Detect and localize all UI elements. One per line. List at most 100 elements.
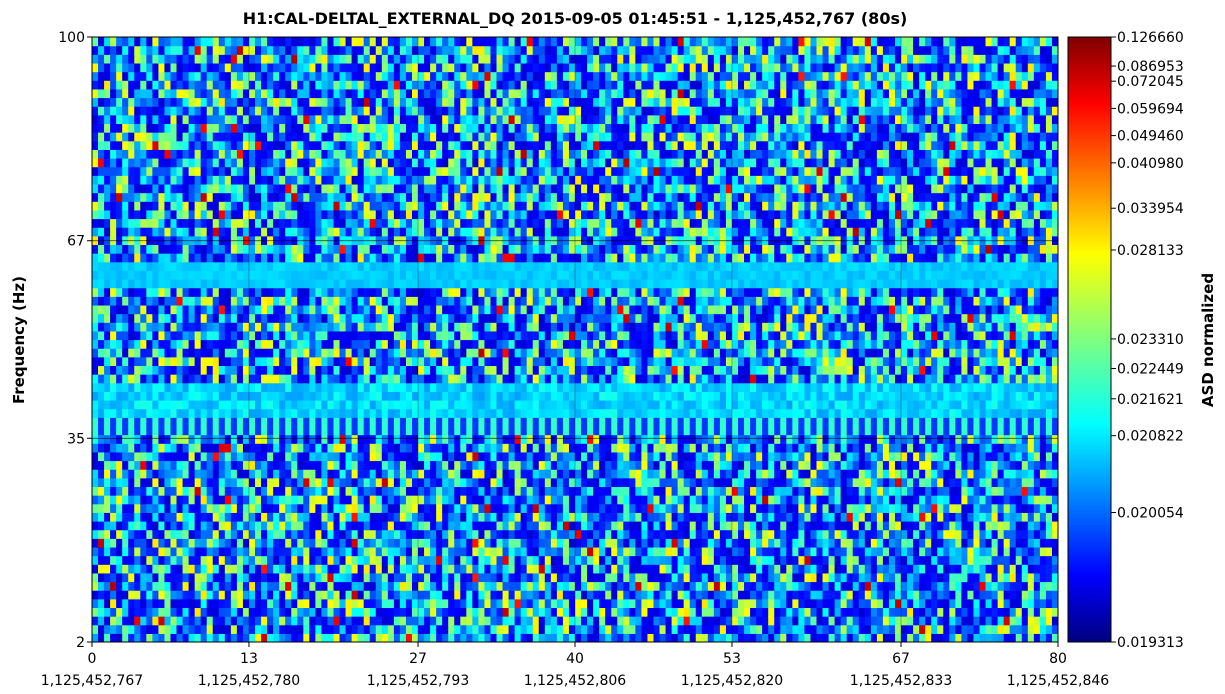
heatmap-cell — [98, 183, 105, 194]
heatmap-cell — [152, 581, 160, 591]
heatmap-cell — [490, 330, 498, 341]
heatmap-cell — [424, 140, 431, 150]
heatmap-cell — [472, 356, 479, 367]
heatmap-cell — [212, 244, 220, 254]
heatmap-cell — [236, 443, 244, 453]
heatmap-cell — [92, 45, 99, 55]
heatmap-cell — [442, 322, 449, 332]
heatmap-cell — [279, 365, 286, 375]
heatmap-cell — [393, 149, 401, 159]
heatmap-cell — [152, 633, 160, 642]
heatmap-cell — [405, 304, 413, 315]
heatmap-cell — [164, 227, 172, 237]
heatmap-cell — [188, 80, 196, 90]
heatmap-cell — [393, 166, 401, 176]
heatmap-cell — [164, 546, 172, 557]
heatmap-cell — [327, 477, 335, 488]
heatmap-cell — [363, 555, 371, 565]
heatmap-cell — [484, 88, 492, 99]
heatmap-cell — [430, 192, 437, 202]
heatmap-cell — [430, 166, 437, 176]
heatmap-cell — [255, 374, 262, 384]
heatmap-cell — [134, 201, 141, 211]
heatmap-cell — [333, 460, 341, 470]
heatmap-cell — [297, 598, 304, 609]
heatmap-cell — [399, 572, 407, 583]
heatmap-cell — [230, 348, 238, 358]
heatmap-cell — [261, 512, 268, 522]
heatmap-cell — [508, 425, 516, 436]
heatmap-cell — [116, 607, 123, 617]
heatmap-cell — [399, 88, 407, 99]
heatmap-cell — [236, 391, 244, 401]
heatmap-cell — [122, 616, 129, 626]
heatmap-cell — [508, 572, 516, 583]
heatmap-cell — [478, 158, 486, 168]
heatmap-cell — [303, 451, 310, 462]
heatmap-cell — [430, 80, 437, 90]
heatmap-cell — [327, 123, 335, 133]
heatmap-cell — [375, 451, 383, 462]
heatmap-cell — [279, 555, 286, 565]
heatmap-cell — [200, 88, 208, 99]
heatmap-cell — [345, 460, 353, 470]
heatmap-cell — [484, 244, 492, 254]
heatmap-cell — [267, 417, 274, 427]
heatmap-cell — [460, 460, 467, 470]
heatmap-cell — [98, 114, 105, 125]
heatmap-cell — [333, 270, 341, 280]
heatmap-cell — [303, 495, 310, 505]
heatmap-cell — [261, 417, 268, 427]
heatmap-cell — [478, 417, 486, 427]
heatmap-cell — [333, 227, 341, 237]
heatmap-cell — [194, 123, 202, 133]
heatmap-cell — [212, 564, 220, 574]
heatmap-cell — [327, 54, 335, 64]
heatmap-cell — [418, 477, 425, 488]
heatmap-cell — [321, 374, 329, 384]
heatmap-cell — [248, 572, 256, 583]
heatmap-cell — [454, 339, 461, 349]
heatmap-cell — [363, 451, 371, 462]
heatmap-cell — [514, 382, 522, 392]
heatmap-cell — [351, 598, 359, 609]
heatmap-cell — [261, 322, 268, 332]
heatmap-cell — [502, 607, 510, 617]
heatmap-cell — [351, 607, 359, 617]
heatmap-cell — [315, 572, 323, 583]
heatmap-cell — [297, 339, 304, 349]
heatmap-cell — [405, 313, 413, 323]
heatmap-cell — [170, 253, 178, 263]
heatmap-cell — [98, 322, 105, 332]
heatmap-cell — [496, 253, 504, 263]
heatmap-cell — [466, 486, 473, 496]
heatmap-cell — [466, 590, 473, 600]
heatmap-cell — [279, 218, 286, 228]
heatmap-cell — [387, 71, 395, 81]
heatmap-cell — [297, 106, 304, 116]
heatmap-cell — [484, 382, 492, 392]
heatmap-cell — [454, 270, 461, 280]
heatmap-cell — [194, 313, 202, 323]
heatmap-cell — [466, 140, 473, 150]
heatmap-cell — [98, 512, 105, 522]
heatmap-cell — [448, 616, 455, 626]
heatmap-cell — [170, 572, 178, 583]
heatmap-cell — [224, 62, 232, 73]
heatmap-cell — [399, 469, 407, 479]
heatmap-cell — [218, 590, 226, 600]
heatmap-cell — [267, 633, 274, 642]
heatmap-cell — [279, 417, 286, 427]
heatmap-cell — [514, 140, 522, 150]
heatmap-cell — [92, 114, 99, 125]
heatmap-cell — [436, 140, 443, 150]
heatmap-cell — [206, 106, 214, 116]
heatmap-cell — [261, 382, 268, 392]
heatmap-cell — [140, 391, 147, 401]
heatmap-cell — [158, 581, 166, 591]
heatmap-cell — [116, 521, 123, 531]
heatmap-cell — [472, 495, 479, 505]
heatmap-cell — [484, 572, 492, 583]
heatmap-cell — [399, 166, 407, 176]
heatmap-cell — [92, 209, 99, 220]
